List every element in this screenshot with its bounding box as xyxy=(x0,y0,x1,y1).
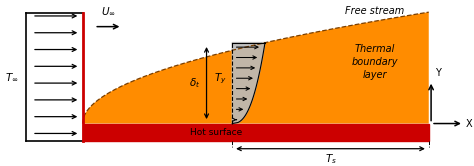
Polygon shape xyxy=(82,12,429,124)
Text: $T_{\infty}$: $T_{\infty}$ xyxy=(5,71,19,83)
Text: Thermal
boundary
layer: Thermal boundary layer xyxy=(352,43,398,80)
Text: Free stream: Free stream xyxy=(346,6,405,16)
Bar xyxy=(82,124,429,141)
Polygon shape xyxy=(232,42,265,124)
Text: $\delta_t$: $\delta_t$ xyxy=(189,76,201,90)
Text: $T_s$: $T_s$ xyxy=(325,153,337,166)
Text: Y: Y xyxy=(435,68,441,78)
Text: Hot surface: Hot surface xyxy=(190,128,242,137)
Text: X: X xyxy=(466,119,473,128)
Text: $U_{\infty}$: $U_{\infty}$ xyxy=(101,6,116,17)
Text: $T_y$: $T_y$ xyxy=(214,71,227,86)
